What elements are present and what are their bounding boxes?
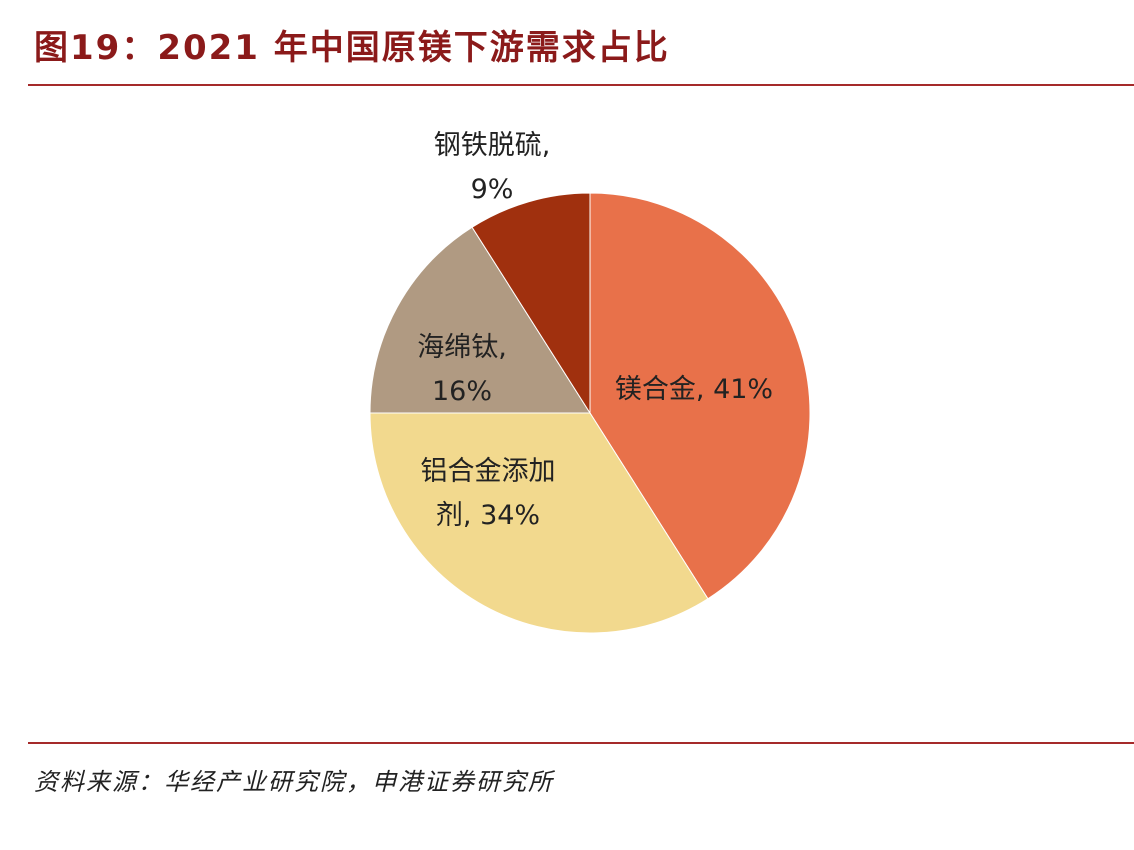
pie-chart: 镁合金, 41% 铝合金添加剂, 34% 海绵钛, 16% 钢铁脱硫, 9% <box>369 130 811 634</box>
pie-slice-4 <box>471 192 591 415</box>
pie-slice-2 <box>369 412 709 634</box>
chart-title: 图19：2021 年中国原镁下游需求占比 <box>34 28 670 68</box>
pie-slice-3 <box>369 226 591 414</box>
slice-label-2: 铝合金添加剂, 34% <box>421 456 556 531</box>
source-note: 资料来源：华经产业研究院，申港证券研究所 <box>34 768 554 796</box>
source-divider <box>28 742 1134 744</box>
slice-label-4: 钢铁脱硫, 9% <box>434 130 551 205</box>
slice-label-3: 海绵钛, 16% <box>417 332 507 407</box>
slice-label-1: 镁合金, 41% <box>615 374 773 405</box>
pie-slice-1 <box>589 192 811 600</box>
title-divider <box>28 84 1134 86</box>
